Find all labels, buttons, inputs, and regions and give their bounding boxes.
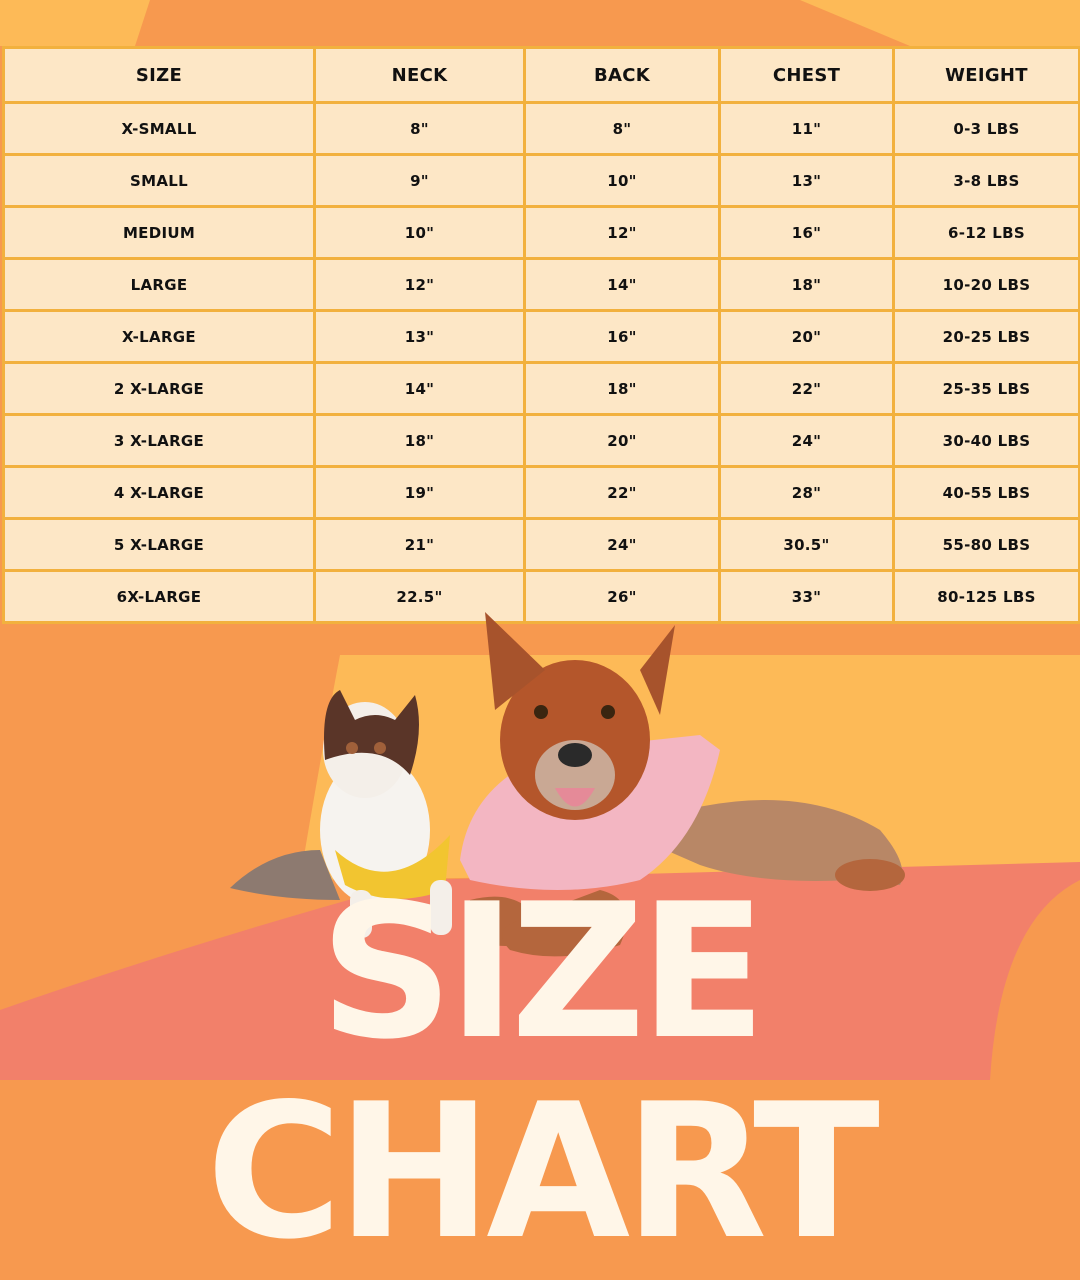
cell-size: 3 X-LARGE — [2, 413, 316, 468]
cell-weight: 40-55 LBS — [892, 465, 1080, 520]
bg-yellow-top-right — [800, 0, 1080, 46]
header-size: SIZE — [2, 46, 316, 104]
cell-back: 16" — [523, 309, 721, 364]
cell-neck: 19" — [313, 465, 526, 520]
cell-chest: 18" — [718, 257, 895, 312]
table-header-row: SIZE NECK BACK CHEST WEIGHT — [2, 46, 1080, 104]
cell-back: 8" — [523, 101, 721, 156]
cell-back: 18" — [523, 361, 721, 416]
cell-size: 5 X-LARGE — [2, 517, 316, 572]
cell-neck: 9" — [313, 153, 526, 208]
table-row: 3 X-LARGE 18" 20" 24" 30-40 LBS — [2, 413, 1080, 468]
cell-back: 10" — [523, 153, 721, 208]
cell-weight: 80-125 LBS — [892, 569, 1080, 624]
cell-chest: 24" — [718, 413, 895, 468]
cell-neck: 10" — [313, 205, 526, 260]
table-row: 5 X-LARGE 21" 24" 30.5" 55-80 LBS — [2, 517, 1080, 572]
cell-chest: 22" — [718, 361, 895, 416]
table-row: 6X-LARGE 22.5" 26" 33" 80-125 LBS — [2, 569, 1080, 624]
bg-yellow-top-left — [0, 0, 150, 46]
table-row: MEDIUM 10" 12" 16" 6-12 LBS — [2, 205, 1080, 260]
cell-size: X-SMALL — [2, 101, 316, 156]
size-chart-title: SIZE CHART — [206, 863, 880, 1280]
header-chest: CHEST — [718, 46, 895, 104]
cell-weight: 25-35 LBS — [892, 361, 1080, 416]
cell-neck: 13" — [313, 309, 526, 364]
bg-salmon-bottom — [0, 862, 1080, 1080]
cell-back: 26" — [523, 569, 721, 624]
cell-size: 2 X-LARGE — [2, 361, 316, 416]
header-back: BACK — [523, 46, 721, 104]
cell-weight: 55-80 LBS — [892, 517, 1080, 572]
cell-chest: 20" — [718, 309, 895, 364]
cell-chest: 11" — [718, 101, 895, 156]
table-row: 2 X-LARGE 14" 18" 22" 25-35 LBS — [2, 361, 1080, 416]
cell-weight: 3-8 LBS — [892, 153, 1080, 208]
table-row: SMALL 9" 10" 13" 3-8 LBS — [2, 153, 1080, 208]
cell-neck: 14" — [313, 361, 526, 416]
cell-chest: 13" — [718, 153, 895, 208]
cell-chest: 16" — [718, 205, 895, 260]
header-weight: WEIGHT — [892, 46, 1080, 104]
table-row: LARGE 12" 14" 18" 10-20 LBS — [2, 257, 1080, 312]
table-row: X-SMALL 8" 8" 11" 0-3 LBS — [2, 101, 1080, 156]
cell-back: 22" — [523, 465, 721, 520]
cell-neck: 8" — [313, 101, 526, 156]
cell-size: SMALL — [2, 153, 316, 208]
table-row: X-LARGE 13" 16" 20" 20-25 LBS — [2, 309, 1080, 364]
cell-weight: 10-20 LBS — [892, 257, 1080, 312]
header-neck: NECK — [313, 46, 526, 104]
cell-neck: 21" — [313, 517, 526, 572]
cell-weight: 30-40 LBS — [892, 413, 1080, 468]
bg-orange-corner — [990, 880, 1080, 1080]
cell-chest: 28" — [718, 465, 895, 520]
cell-back: 20" — [523, 413, 721, 468]
table-row: 4 X-LARGE 19" 22" 28" 40-55 LBS — [2, 465, 1080, 520]
cell-chest: 33" — [718, 569, 895, 624]
large-dog-image — [460, 612, 905, 957]
cell-back: 12" — [523, 205, 721, 260]
cell-neck: 22.5" — [313, 569, 526, 624]
cell-weight: 0-3 LBS — [892, 101, 1080, 156]
cell-chest: 30.5" — [718, 517, 895, 572]
size-table: SIZE NECK BACK CHEST WEIGHT X-SMALL 8" 8" 1… — [2, 46, 1080, 624]
cell-size: LARGE — [2, 257, 316, 312]
cell-weight: 20-25 LBS — [892, 309, 1080, 364]
cell-back: 24" — [523, 517, 721, 572]
cell-neck: 18" — [313, 413, 526, 468]
dogs-photo — [230, 612, 905, 957]
cell-size: 4 X-LARGE — [2, 465, 316, 520]
small-dog-image — [230, 690, 452, 938]
cell-size: 6X-LARGE — [2, 569, 316, 624]
table-body: X-SMALL 8" 8" 11" 0-3 LBS SMALL 9" 10" 13" 3-8 LB… — [2, 101, 1080, 624]
cell-neck: 12" — [313, 257, 526, 312]
cell-weight: 6-12 LBS — [892, 205, 1080, 260]
cell-size: MEDIUM — [2, 205, 316, 260]
cell-back: 14" — [523, 257, 721, 312]
cell-size: X-LARGE — [2, 309, 316, 364]
